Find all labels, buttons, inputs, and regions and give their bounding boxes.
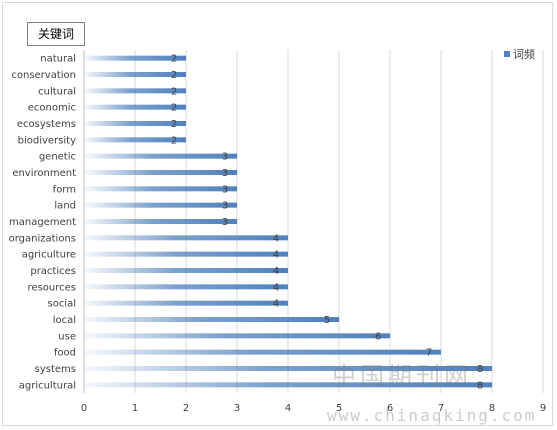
y-tick-label: practices [30, 266, 76, 277]
bar [84, 219, 237, 224]
bar [84, 88, 186, 94]
y-tick-label: agricultural [19, 380, 76, 391]
y-tick-label: social [47, 299, 76, 310]
y-tick-label: systems [35, 364, 76, 375]
x-tick-label: 6 [387, 403, 393, 414]
bar [84, 170, 237, 175]
data-label: 2 [171, 103, 177, 114]
y-tick-label: local [53, 315, 76, 326]
data-label: 6 [375, 331, 381, 342]
data-label: 8 [477, 380, 483, 391]
y-tick-label: conservation [11, 70, 76, 81]
bar [84, 72, 186, 77]
data-label: 3 [222, 217, 228, 228]
data-label: 3 [222, 184, 228, 195]
y-tick-label: environment [12, 168, 76, 179]
bar [84, 284, 288, 290]
y-tick-label: ecosystems [17, 119, 76, 130]
x-tick-label: 0 [81, 403, 87, 414]
bar [84, 366, 492, 371]
bar [84, 104, 186, 110]
x-tick-label: 3 [234, 403, 240, 414]
bar [84, 235, 288, 241]
data-label: 2 [171, 54, 177, 65]
x-tick-label: 4 [285, 403, 291, 414]
y-tick-label: management [9, 217, 76, 228]
bar [84, 333, 390, 339]
bar [84, 317, 339, 322]
data-label: 2 [171, 86, 177, 97]
bar [84, 268, 288, 273]
data-label: 3 [222, 152, 228, 163]
watermark-text: 中国期刊网 [332, 362, 472, 390]
y-tick-label: use [58, 331, 76, 342]
data-label: 4 [273, 299, 279, 310]
y-tick-label: natural [40, 54, 76, 65]
y-tick-label: form [53, 184, 76, 195]
bar [84, 121, 186, 126]
data-label: 7 [426, 348, 432, 359]
chart-title: 关键词 [27, 22, 85, 46]
bar [84, 55, 186, 61]
data-label: 3 [222, 201, 228, 212]
x-tick-label: 8 [489, 403, 495, 414]
x-tick-label: 2 [183, 403, 189, 414]
data-label: 4 [273, 250, 279, 261]
y-tick-label: cultural [38, 86, 76, 97]
y-tick-label: genetic [39, 152, 76, 163]
y-tick-label: organizations [9, 233, 76, 244]
bar [84, 251, 288, 257]
bar [84, 382, 492, 388]
y-tick-label: resources [28, 282, 76, 293]
legend: 词频 [504, 46, 535, 62]
data-label: 2 [171, 119, 177, 130]
bar [84, 202, 237, 208]
bar [84, 186, 237, 192]
data-label: 4 [273, 282, 279, 293]
data-label: 2 [171, 135, 177, 146]
data-label: 8 [477, 364, 483, 375]
y-tick-label: agriculture [22, 250, 76, 261]
y-tick-label: land [54, 201, 76, 212]
data-label: 4 [273, 233, 279, 244]
x-tick-label: 5 [336, 403, 342, 414]
bar [84, 153, 237, 159]
x-tick-label: 9 [540, 403, 546, 414]
x-tick-label: 1 [132, 403, 138, 414]
watermark-url: www.chinaqking.com [327, 406, 537, 425]
data-label: 4 [273, 266, 279, 277]
bar [84, 137, 186, 143]
bar [84, 349, 441, 355]
bar [84, 300, 288, 306]
y-tick-label: economic [28, 103, 76, 114]
data-label: 3 [222, 168, 228, 179]
legend-swatch [504, 51, 510, 57]
data-label: 5 [324, 315, 330, 326]
y-tick-label: food [54, 348, 76, 359]
data-label: 2 [171, 70, 177, 81]
y-tick-label: biodiversity [18, 135, 76, 146]
x-tick-label: 7 [438, 403, 444, 414]
legend-label: 词频 [513, 48, 535, 61]
